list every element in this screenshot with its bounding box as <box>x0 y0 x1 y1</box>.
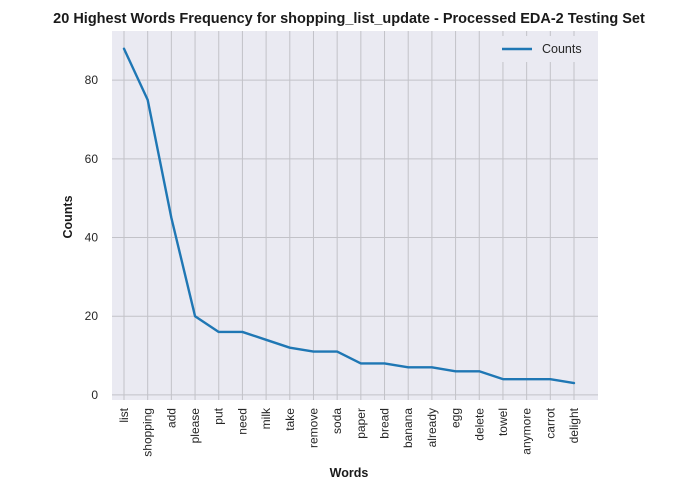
plot-area <box>112 31 598 400</box>
x-tick-label: anymore <box>520 408 534 455</box>
x-tick-label: milk <box>259 407 273 429</box>
x-tick-label: delete <box>472 408 486 441</box>
x-tick-label: carrot <box>543 407 557 438</box>
y-axis-label: Counts <box>61 195 75 238</box>
x-tick-label: need <box>235 408 249 435</box>
x-tick-label: already <box>425 408 439 447</box>
y-tick-labels: 0 20 40 60 80 <box>85 73 99 402</box>
y-tick-label: 0 <box>91 388 98 402</box>
chart-title: 20 Highest Words Frequency for shopping_… <box>53 11 645 27</box>
y-tick-label: 20 <box>85 309 99 323</box>
x-tick-label: remove <box>306 408 320 448</box>
x-tick-label: delight <box>567 407 581 443</box>
x-tick-label: please <box>188 408 202 444</box>
legend-label-counts: Counts <box>542 42 582 56</box>
x-tick-label: shopping <box>141 408 155 457</box>
x-tick-label: put <box>212 407 226 424</box>
y-tick-label: 40 <box>85 231 99 245</box>
x-tick-label: soda <box>330 408 344 434</box>
x-tick-label: take <box>283 408 297 431</box>
x-tick-label: list <box>117 407 131 422</box>
x-tick-label: paper <box>354 408 368 439</box>
x-axis-label: Words <box>330 466 369 480</box>
x-tick-label: egg <box>449 408 463 428</box>
series-layer <box>122 47 576 385</box>
series-line-counts <box>122 47 576 385</box>
x-tick-label: bread <box>378 408 392 439</box>
y-tick-label: 60 <box>85 152 99 166</box>
y-tick-label: 80 <box>85 73 99 87</box>
grid-lines <box>112 31 598 400</box>
x-tick-label: banana <box>401 408 415 448</box>
legend: Counts <box>494 36 592 62</box>
x-tick-labels: list shopping add please put need milk take remo… <box>117 407 581 457</box>
x-tick-label: towel <box>496 408 510 436</box>
x-tick-label: add <box>164 408 178 428</box>
